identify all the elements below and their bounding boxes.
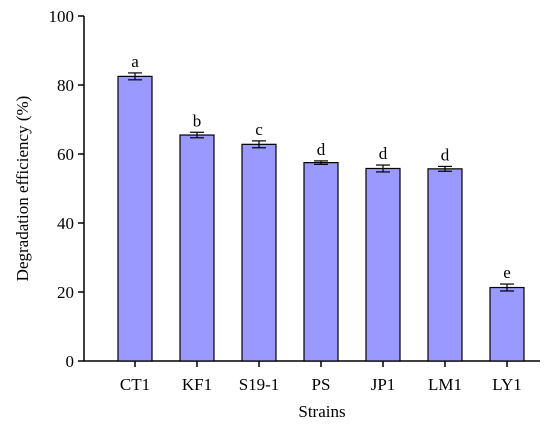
significance-label: d [441,145,450,164]
significance-label: c [255,120,263,139]
error-bar [500,283,514,292]
x-tick-labels: CT1 KF1 S19-1 PS JP1 LM1 LY1 [120,361,522,394]
significance-label: d [379,144,388,163]
significance-label: a [131,52,139,71]
y-tick-label: 60 [57,145,74,164]
error-bar [128,72,142,81]
error-bar [190,131,204,139]
y-tick-label: 0 [66,352,75,371]
significance-label: e [503,263,511,282]
x-tick-label: CT1 [120,375,150,394]
y-tick-label: 20 [57,283,74,302]
bar-ct1 [117,75,153,362]
y-ticks: 0 20 40 60 80 100 [49,7,84,371]
bar-s19-1 [241,143,277,362]
error-bar [376,164,390,173]
bar-lm1 [427,168,463,362]
bar-jp1 [365,167,401,362]
bar-kf1 [179,134,215,362]
bars: a b c d d d e [117,52,525,362]
x-tick-label: LM1 [428,375,462,394]
x-tick-label: LY1 [492,375,521,394]
x-axis-title: Strains [298,402,345,421]
x-tick-label: S19-1 [239,375,280,394]
y-tick-label: 80 [57,76,74,95]
significance-label: b [193,111,202,130]
x-tick-label: KF1 [182,375,212,394]
y-tick-label: 40 [57,214,74,233]
error-bar [252,140,266,149]
x-tick-label: PS [312,375,331,394]
x-tick-label: JP1 [371,375,396,394]
error-bar [438,165,452,172]
y-tick-label: 100 [49,7,75,26]
bar-ly1 [489,286,525,362]
y-axis-title: Degradation efficiency (%) [13,96,32,282]
error-bar [314,160,328,165]
significance-label: d [317,140,326,159]
bar-ps [303,162,339,362]
